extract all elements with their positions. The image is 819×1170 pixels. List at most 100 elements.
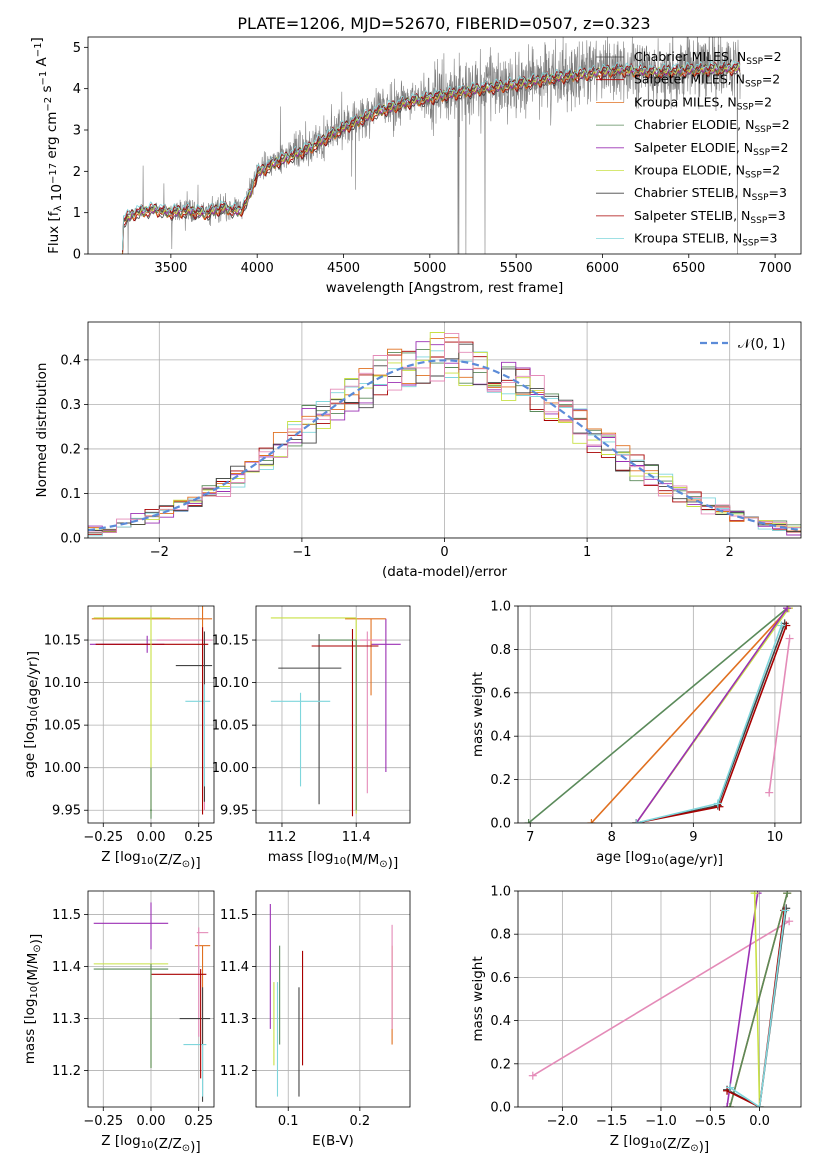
x-axis-label: Z [log10(Z/Z⊙)] [101,1133,200,1155]
legend-label: Salpeter STELIB, NSSP=3 [634,208,786,226]
legend-label-sub: SSP [745,171,762,181]
x-tick-label: −2 [150,545,169,560]
x-tick-label: −2.0 [547,1114,579,1129]
x-tick-label: −0.25 [83,1114,123,1129]
axes-frame [87,36,802,255]
plot-area [256,891,410,1107]
x-tick-label: 5500 [500,261,533,276]
errorbar-point [93,902,169,950]
label-part: mass weight [470,956,486,1041]
label-part: Z [681,1136,690,1152]
weight-marker [785,917,794,926]
y-tick-label: 11.5 [220,908,249,923]
y-tick-label: 0.4 [60,353,81,368]
x-tick-label: 4500 [327,261,360,276]
legend-label-main: Kroupa ELODIE, N [634,163,745,178]
label-part: λ [53,205,64,211]
weight-series-line [528,607,788,823]
axes-frame [255,890,411,1108]
x-tick-label: −1.0 [645,1114,677,1129]
x-tick-label: 0.0 [749,1114,770,1129]
model-spectrum-line [122,59,741,251]
label-part: )] [28,934,44,945]
legend-label: Chabrier STELIB, NSSP=3 [634,185,787,203]
label-part: mass [ [22,1019,38,1064]
x-axis-label: Z [log10(Z/Z⊙)] [101,849,200,871]
axes-frame [87,321,802,539]
weight-series-line [726,893,759,1107]
label-part: (Z/ [662,1136,682,1152]
y-tick-label: 10.00 [44,761,81,776]
label-part: (Z/ [153,852,173,868]
x-tick-label: 3500 [154,261,187,276]
residual-legend: 𝒩(0, 1) [700,337,785,352]
weight-marker [632,819,641,823]
errorbar-point [319,639,357,811]
label-part: (M/ [25,964,41,986]
y-tick-label: 0.2 [490,1057,511,1072]
y-tick-label: 9.95 [52,804,81,819]
x-tick-label: 11.2 [267,830,296,845]
axes-frame [255,605,411,824]
label-part: log [120,1133,141,1149]
legend-label-main: Chabrier STELIB, N [634,185,752,200]
label-part: ⊙ [690,1143,698,1154]
label-part: −2 [43,97,54,112]
label-part: 10 [649,1140,662,1151]
legend-label-tail: =2 [754,94,772,109]
x-tick-label: 2 [726,545,734,560]
axes: 0.1 0.2 11.2 11.3 11.4 11.5 E(B-V) [220,890,411,1149]
weight-series-line [590,607,790,823]
x-axis-label: mass [log10(M/M⊙)] [268,849,398,871]
legend-label-sub: SSP [746,57,763,67]
legend-label: Chabrier MILES, NSSP=2 [634,49,782,67]
weight-marker [777,621,786,630]
label-part: ⊙ [182,859,190,870]
plot-area [88,891,214,1107]
label-part: s [39,85,55,92]
label-part: E(B-V) [312,1133,354,1149]
y-tick-label: 1 [73,206,81,221]
x-tick-label: 5000 [413,261,446,276]
y-tick-label: 10.00 [212,761,249,776]
axes: 11.2 11.4 9.95 10.00 10.05 10.10 10.15 mass [lo… [212,605,411,871]
label-part: )] [190,1139,201,1155]
chart-residuals: −2 −1 0 1 2 0.0 0.1 0.2 0.3 0.4 (data-model)/error… [34,321,802,580]
label-part: erg [44,132,60,163]
label-part: −17 [48,163,59,184]
label-part: (age/yr)] [25,651,41,710]
label-part: log [629,1133,650,1149]
label-part: (Z/ [153,1136,173,1152]
label-part: (data-model)/error [382,564,508,580]
label-part: mass [ [268,849,313,865]
errorbar-point [95,627,209,815]
label-part: 10 [29,710,40,723]
errorbar-point [156,631,213,811]
x-tick-label: −1.5 [596,1114,628,1129]
plot-area [518,891,801,1107]
x-tick-label: 6500 [672,261,705,276]
axes: −0.25 0.00 0.25 9.95 10.00 10.05 10.10 10.15 Z [… [22,605,215,871]
errorbar-point [151,969,207,1079]
x-tick-label: 7000 [759,261,792,276]
x-tick-label: 10 [767,830,784,845]
errorbar-point [183,1043,207,1097]
legend-label-sub: SSP [750,216,767,226]
weight-marker [524,819,533,823]
plot-area [88,322,801,538]
label-part: M [25,953,41,965]
y-tick-label: 10.10 [212,676,249,691]
label-part: ] [29,37,45,42]
y-tick-label: 0.8 [490,643,511,658]
y-tick-label: 10.05 [212,719,249,734]
y-tick-label: 11.4 [220,960,249,975]
y-tick-label: 0.1 [60,487,81,502]
x-axis-label: wavelength [Angstrom, rest frame] [326,280,564,296]
label-part: ⊙ [379,859,387,870]
x-tick-label: −1 [292,545,311,560]
label-part: −1 [33,42,44,57]
legend-label-main: Salpeter STELIB, N [634,208,750,223]
legend-label-sub: SSP [754,125,771,135]
legend-label-tail: =3 [769,185,787,200]
